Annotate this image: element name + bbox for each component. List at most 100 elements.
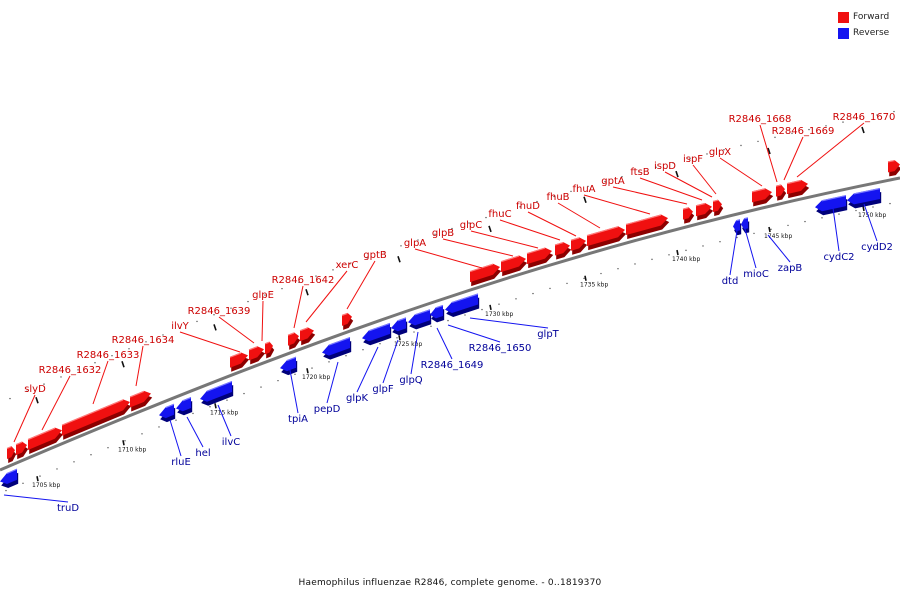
- forward-gene-r2846-1642: [287, 332, 301, 350]
- minor-tick: [226, 399, 228, 401]
- minor-tick: [447, 319, 449, 322]
- minor-tick: [685, 249, 687, 252]
- minor-tick: [740, 144, 742, 147]
- minor-tick: [634, 263, 636, 265]
- reverse-gene-glpf: [391, 317, 408, 336]
- leader-line: [356, 346, 379, 393]
- minor-tick: [192, 412, 194, 415]
- gene-label-dtd: dtd: [722, 276, 739, 287]
- lower-major-tick: [676, 249, 679, 256]
- minor-tick: [583, 277, 585, 280]
- gene-label-slyd: slyD: [24, 384, 46, 395]
- minor-tick: [298, 281, 300, 284]
- leader-line: [469, 317, 549, 329]
- minor-tick: [566, 282, 568, 285]
- gene-label-glpc: glpC: [460, 220, 482, 231]
- forward-gene-r2846-1669: [786, 179, 810, 199]
- reverse-gene-r2846-1649: [430, 304, 445, 323]
- minor-tick: [175, 419, 177, 421]
- minor-tick: [855, 209, 857, 212]
- gene-label-glpk: glpK: [346, 393, 368, 404]
- minor-tick: [243, 392, 245, 395]
- forward-gene-xerc: [299, 327, 316, 346]
- lower-major-tick: [214, 403, 217, 409]
- leader-line: [639, 177, 703, 201]
- minor-tick: [587, 185, 589, 188]
- minor-tick: [808, 128, 810, 131]
- leader-line: [346, 260, 376, 310]
- minor-tick: [90, 454, 92, 456]
- gene-label-glpt: glpT: [537, 329, 559, 340]
- leader-line: [169, 419, 182, 457]
- minor-tick: [536, 200, 538, 203]
- forward-gene-ispd: [712, 199, 724, 216]
- gene-label-r2846-1632: R2846_1632: [39, 365, 102, 376]
- lower-major-tick: [584, 275, 587, 281]
- gene-label-fhuc: fhuC: [488, 209, 511, 220]
- scale-label: 1735 kbp: [580, 282, 608, 289]
- reverse-gene-pepd: [322, 336, 352, 360]
- gene-label-r2846-1670: R2846_1670: [833, 112, 896, 123]
- leader-line: [527, 211, 577, 237]
- genome-caption: Haemophilus influenzae R2846, complete g…: [298, 578, 602, 588]
- minor-tick: [672, 162, 674, 164]
- minor-tick: [702, 245, 704, 247]
- leader-line: [499, 219, 561, 241]
- reverse-gene-cydd2: [847, 187, 882, 209]
- leader-line: [436, 327, 453, 360]
- minor-tick: [26, 390, 28, 393]
- minor-tick: [107, 447, 109, 449]
- reverse-gene-tpia: [280, 356, 298, 376]
- minor-tick: [723, 149, 725, 151]
- legend-forward-label: Forward: [853, 12, 890, 22]
- minor-tick: [655, 166, 657, 169]
- minor-tick: [145, 341, 147, 343]
- minor-tick: [689, 157, 691, 160]
- forward-gene-gpta: [682, 207, 695, 224]
- minor-tick: [277, 379, 279, 382]
- minor-ticks: [5, 110, 895, 492]
- minor-tick: [889, 202, 891, 205]
- reverse-gene-ilvc: [200, 380, 234, 406]
- scale-label: 1730 kbp: [485, 311, 513, 318]
- leader-line: [759, 124, 778, 183]
- minor-tick: [94, 362, 96, 364]
- gene-label-trud: truD: [57, 503, 79, 514]
- minor-tick: [111, 355, 113, 357]
- upper-major-tick: [121, 361, 125, 368]
- minor-tick: [498, 303, 500, 305]
- forward-gene-fhuc: [554, 242, 572, 260]
- upper-major-tick: [397, 255, 401, 263]
- gene-label-glpe: glpE: [252, 290, 274, 301]
- leader-line: [612, 186, 688, 205]
- forward-gene-glpe: [248, 346, 266, 365]
- gene-label-gpta: gptA: [601, 176, 625, 187]
- minor-tick: [706, 153, 708, 155]
- lower-major-tick: [36, 476, 39, 482]
- minor-tick: [430, 325, 432, 327]
- minor-tick: [158, 426, 160, 428]
- reverse-gene-trud: [0, 468, 19, 489]
- leader-line: [3, 494, 69, 503]
- leader-line: [261, 300, 264, 342]
- minor-tick: [413, 331, 415, 333]
- gene-label-cydc2: cydC2: [823, 252, 854, 263]
- minor-tick: [417, 239, 419, 241]
- minor-tick: [39, 475, 41, 477]
- forward-gene-r2846-1639: [229, 352, 250, 372]
- leader-line: [293, 285, 304, 329]
- scale-label: 1740 kbp: [672, 256, 700, 263]
- forward-gene-ilvy: [129, 390, 153, 412]
- gene-label-fhud: fhuD: [516, 201, 540, 212]
- upper-major-tick: [675, 170, 679, 178]
- gene-label-glpq: glpQ: [399, 375, 422, 386]
- reverse-gene-glpt: [445, 293, 480, 317]
- minor-tick: [757, 140, 759, 143]
- upper-major-tick: [305, 288, 309, 296]
- gene-features: [0, 159, 900, 489]
- minor-tick: [532, 292, 534, 295]
- upper-major-tick: [35, 396, 39, 404]
- minor-tick: [396, 337, 398, 339]
- gene-label-glpa: glpA: [404, 238, 426, 249]
- minor-tick: [753, 232, 755, 235]
